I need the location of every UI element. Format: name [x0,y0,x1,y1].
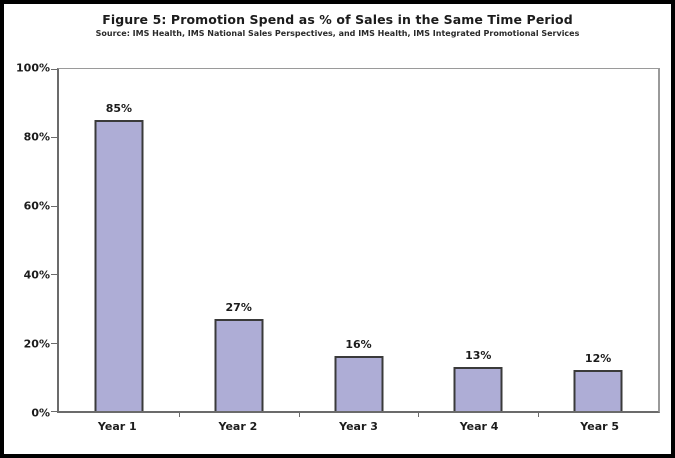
y-tick-mark [51,411,57,412]
y-tick-mark [51,342,57,344]
x-tick-mark [178,413,180,417]
y-tick-mark [51,274,57,276]
plot-area: 85% 27% 16% 13% 12% [51,68,660,417]
x-tick-label: Year 1 [97,420,137,433]
y-tick-mark [51,69,57,70]
x-tick-label: Year 2 [218,420,258,433]
y-tick-label: 60% [23,199,50,213]
bar [453,366,503,411]
y-tick-label: 100% [16,61,50,75]
bar [94,120,144,411]
y-tick-mark [51,205,57,207]
x-tick-mark [538,413,540,417]
x-tick-label: Year 4 [459,420,499,433]
bar-value-label: 85% [105,102,133,116]
x-tick-label: Year 3 [339,420,378,433]
y-axis: 0% 20% 40% 60% 80% 100% [4,63,50,419]
x-tick-mark [418,413,420,417]
x-axis-labels: Year 1 Year 2 Year 3 Year 4 Year 5 [57,421,660,432]
y-tick-label: 40% [23,268,50,282]
bar [214,318,264,411]
chart-title: Figure 5: Promotion Spend as % of Sales … [102,12,573,27]
y-tick-label: 80% [23,130,50,144]
chart-source-note: Source: IMS Health, IMS National Sales P… [95,29,580,38]
bar-value-label: 12% [584,351,612,365]
bar [573,369,623,411]
bar [334,356,383,411]
bar-value-label: 16% [345,338,372,352]
bar-value-label: 13% [465,348,492,362]
y-tick-label: 20% [23,337,50,351]
y-tick-mark [51,137,57,139]
x-tick-mark [298,413,300,417]
bar-value-label: 27% [225,300,252,314]
x-tick-label: Year 5 [580,420,620,433]
y-tick-label: 0% [31,406,50,420]
